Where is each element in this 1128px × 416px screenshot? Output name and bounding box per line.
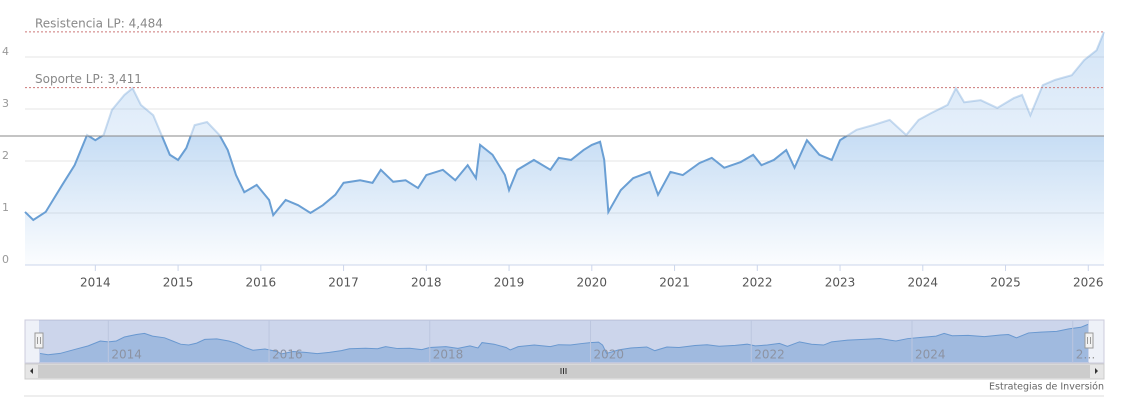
- navigator-tick-label: 2020: [594, 348, 625, 362]
- x-tick-label: 2023: [825, 276, 856, 290]
- navigator-tick-label: 2018: [433, 348, 464, 362]
- x-tick-label: 2020: [577, 276, 608, 290]
- handle-grip: [37, 337, 41, 344]
- credit: Estrategias de Inversión: [989, 382, 1104, 393]
- series-line: [24, 136, 907, 222]
- navigator-line: [39, 323, 1089, 356]
- scroll-grip: [560, 368, 567, 374]
- navigator-tick-label: 2…: [1076, 348, 1096, 362]
- x-tick-label: 2015: [163, 276, 194, 290]
- navigator-frame: [24, 319, 1105, 364]
- area-lower: [25, 136, 1104, 265]
- navigator-tick-label: 2024: [915, 348, 946, 362]
- navigator-tick-label: 2014: [111, 348, 142, 362]
- area-upper: [86, 32, 1104, 137]
- x-tick-label: 2019: [494, 276, 525, 290]
- navigator-tick-label: 2016: [272, 348, 303, 362]
- x-tick-label: 2014: [80, 276, 111, 290]
- navigator-mask: [39, 320, 1089, 363]
- handle-grip: [1087, 337, 1091, 344]
- y-tick-label: 1: [2, 201, 9, 214]
- plot-line-label: Soporte LP: 3,411: [35, 72, 142, 86]
- series-line: [85, 31, 1105, 137]
- plot-line-label: Resistencia LP: 4,484: [35, 16, 163, 30]
- x-tick-label: 2018: [411, 276, 442, 290]
- y-tick-label: 3: [2, 97, 9, 110]
- y-tick-label: 2: [2, 149, 9, 162]
- y-tick-label: 4: [2, 45, 9, 58]
- x-tick-label: 2022: [742, 276, 773, 290]
- x-tick-label: 2021: [659, 276, 690, 290]
- x-tick-label: 2024: [908, 276, 939, 290]
- y-tick-label: 0: [2, 253, 9, 266]
- navigator-tick-label: 2022: [754, 348, 785, 362]
- x-tick-label: 2026: [1073, 276, 1104, 290]
- navigator-handle[interactable]: [34, 332, 44, 349]
- x-tick-label: 2025: [990, 276, 1021, 290]
- x-tick-label: 2017: [328, 276, 359, 290]
- x-tick-label: 2016: [246, 276, 277, 290]
- navigator-handle[interactable]: [1084, 332, 1094, 349]
